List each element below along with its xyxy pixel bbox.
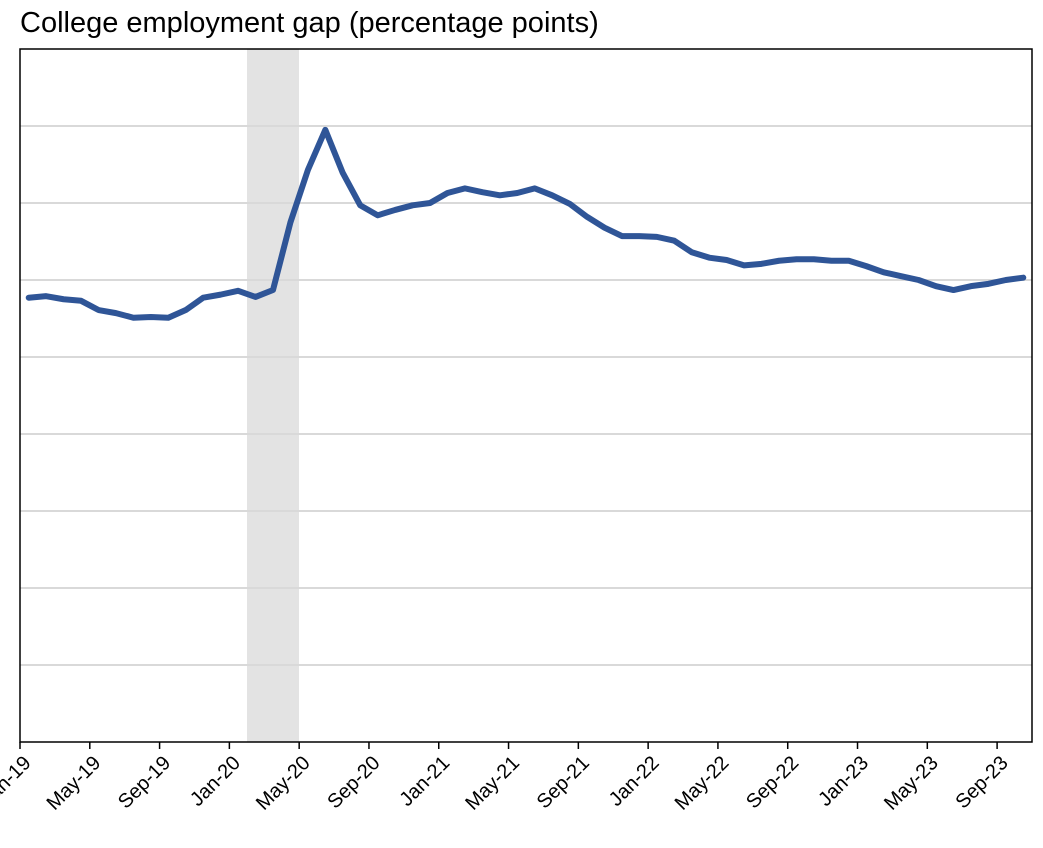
x-tick-label: Sep-21 — [533, 752, 594, 813]
x-tick-label: May-22 — [671, 752, 734, 815]
x-tick-label: Sep-20 — [323, 752, 384, 813]
x-tick-label: Jan-23 — [814, 752, 873, 811]
x-tick-label: Jan-19 — [0, 752, 36, 811]
shaded-period — [247, 49, 299, 742]
x-tick-label: May-23 — [880, 752, 943, 815]
x-tick-label: Jan-20 — [186, 752, 245, 811]
data-line — [25, 126, 1027, 321]
x-tick-label: Jan-22 — [605, 752, 664, 811]
chart-title: College employment gap (percentage point… — [20, 7, 599, 39]
x-tick-label: May-20 — [252, 752, 315, 815]
x-tick-label: Sep-19 — [114, 752, 175, 813]
x-tick-label: Sep-23 — [951, 752, 1012, 813]
x-tick-label: Jan-21 — [395, 752, 454, 811]
x-tick-label: May-19 — [43, 752, 106, 815]
plot-border — [19, 48, 1033, 743]
x-tick-label: May-21 — [461, 752, 524, 815]
x-tick-label: Sep-22 — [742, 752, 803, 813]
